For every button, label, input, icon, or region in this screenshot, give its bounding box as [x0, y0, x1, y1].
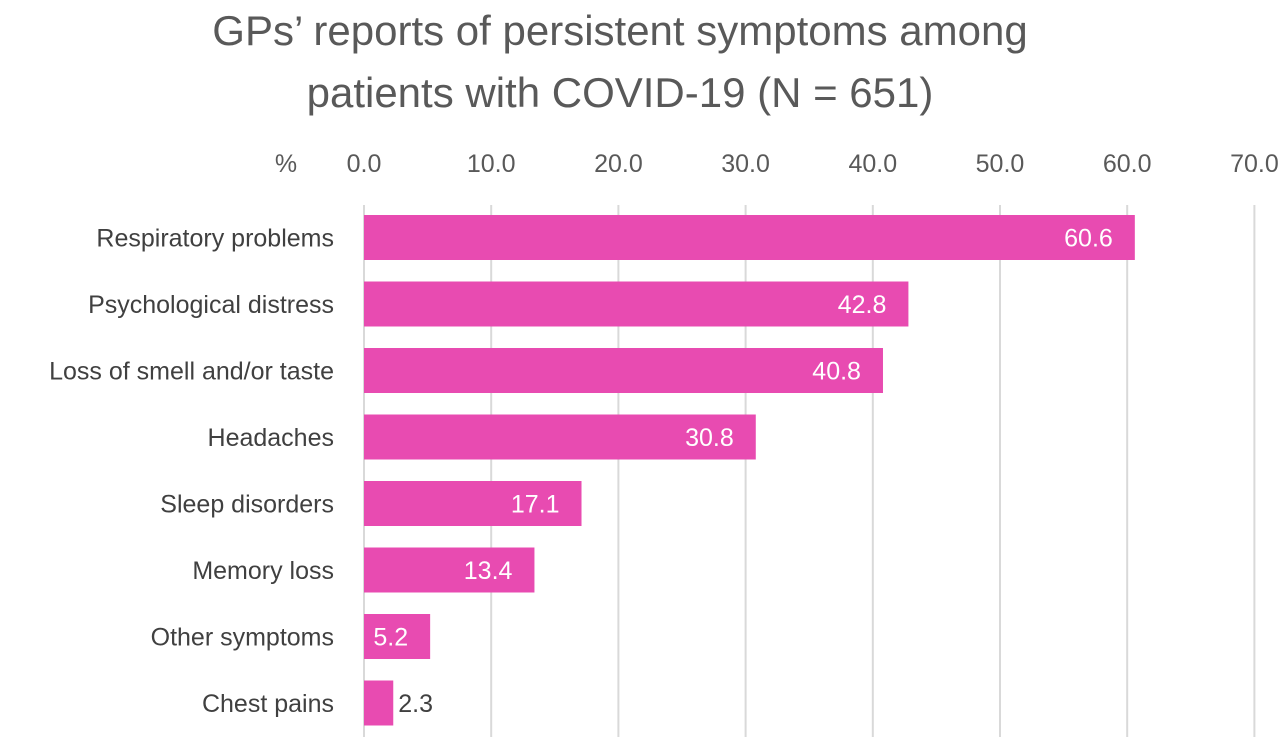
bar: [364, 281, 909, 327]
x-tick-label: 20.0: [594, 150, 643, 178]
chart-title-line-1: GPs’ reports of persistent symptoms amon…: [212, 7, 1028, 54]
x-axis-ticks: % 0.0 10.0 20.0 30.0 40.0 50.0 60.0 70.0: [275, 150, 1279, 178]
category-label: Sleep disorders: [160, 491, 334, 519]
category-label: Respiratory problems: [96, 225, 334, 253]
category-label: Psychological distress: [88, 291, 334, 319]
x-tick-label: 60.0: [1103, 150, 1152, 178]
bar: [364, 481, 582, 526]
category-label: Other symptoms: [151, 624, 334, 652]
data-label: 17.1: [511, 491, 560, 519]
data-label: 42.8: [838, 291, 887, 319]
data-label: 30.8: [685, 424, 734, 452]
bar: [364, 680, 394, 726]
category-label: Loss of smell and/or taste: [49, 358, 334, 386]
x-tick-label: 0.0: [347, 150, 382, 178]
data-label: 40.8: [812, 358, 861, 386]
x-tick-label: 70.0: [1230, 150, 1279, 178]
bar: [364, 614, 431, 659]
bar: [364, 348, 883, 393]
x-axis-unit-label: %: [275, 150, 297, 178]
bar: [364, 215, 1135, 260]
bar: [364, 414, 756, 460]
x-tick-label: 50.0: [976, 150, 1025, 178]
x-tick-label: 30.0: [721, 150, 770, 178]
x-tick-label: 40.0: [848, 150, 897, 178]
category-label: Memory loss: [192, 557, 334, 585]
category-label: Chest pains: [202, 690, 334, 718]
x-tick-label: 10.0: [467, 150, 516, 178]
category-label: Headaches: [208, 424, 334, 452]
category-labels: Respiratory problems Psychological distre…: [49, 225, 334, 719]
chart-title-line-2: patients with COVID-19 (N = 651): [306, 69, 934, 116]
data-label: 5.2: [373, 624, 408, 652]
data-label: 2.3: [398, 690, 433, 718]
data-labels: 60.6 42.8 40.8 30.8 17.1 13.4 5.2 2.3: [373, 225, 1112, 719]
data-label: 60.6: [1064, 225, 1113, 253]
data-label: 13.4: [464, 557, 513, 585]
chart-title: GPs’ reports of persistent symptoms amon…: [0, 0, 1240, 124]
bars: [364, 215, 1135, 726]
bar: [364, 547, 535, 593]
